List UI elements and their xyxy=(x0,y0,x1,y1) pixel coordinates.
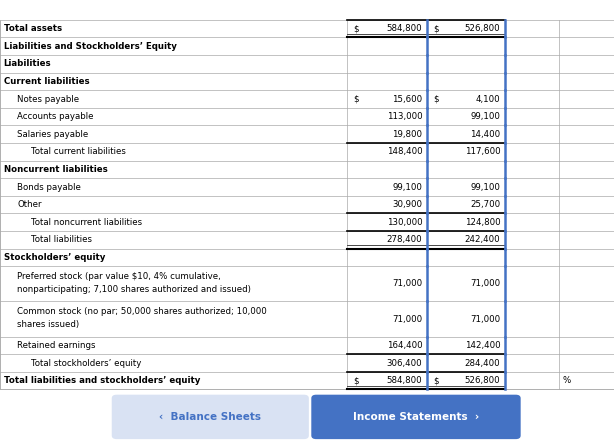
Text: 19,800: 19,800 xyxy=(392,130,422,139)
Text: 25,700: 25,700 xyxy=(470,200,500,209)
Text: Total noncurrent liabilities: Total noncurrent liabilities xyxy=(31,218,142,227)
Text: Common stock (no par; 50,000 shares authorized; 10,000: Common stock (no par; 50,000 shares auth… xyxy=(17,308,267,316)
Text: $: $ xyxy=(353,95,359,103)
Text: Current liabilities: Current liabilities xyxy=(4,77,89,86)
Text: Noncurrent liabilities: Noncurrent liabilities xyxy=(4,165,107,174)
Text: 584,800: 584,800 xyxy=(387,24,422,33)
Text: Salaries payable: Salaries payable xyxy=(17,130,88,139)
Text: 71,000: 71,000 xyxy=(470,279,500,288)
Text: Income Statements  ›: Income Statements › xyxy=(353,412,479,422)
Text: 4,100: 4,100 xyxy=(476,95,500,103)
Text: Notes payable: Notes payable xyxy=(17,95,79,103)
Text: 284,400: 284,400 xyxy=(465,359,500,367)
Text: Retained earnings: Retained earnings xyxy=(17,341,96,350)
Text: $: $ xyxy=(433,95,438,103)
Text: 278,400: 278,400 xyxy=(387,235,422,244)
Text: 584,800: 584,800 xyxy=(387,376,422,385)
Text: Liabilities and Stockholders’ Equity: Liabilities and Stockholders’ Equity xyxy=(4,42,177,51)
Text: 164,400: 164,400 xyxy=(387,341,422,350)
Text: 99,100: 99,100 xyxy=(470,112,500,121)
Text: 306,400: 306,400 xyxy=(387,359,422,367)
FancyBboxPatch shape xyxy=(112,395,309,439)
Text: 30,900: 30,900 xyxy=(392,200,422,209)
Text: 142,400: 142,400 xyxy=(465,341,500,350)
Text: 124,800: 124,800 xyxy=(465,218,500,227)
Text: 526,800: 526,800 xyxy=(465,376,500,385)
Text: Total assets: Total assets xyxy=(4,24,62,33)
Text: Total liabilities: Total liabilities xyxy=(31,235,91,244)
FancyBboxPatch shape xyxy=(311,395,521,439)
Text: Total stockholders’ equity: Total stockholders’ equity xyxy=(31,359,141,367)
Text: shares issued): shares issued) xyxy=(17,320,79,329)
Text: nonparticipating; 7,100 shares authorized and issued): nonparticipating; 7,100 shares authorize… xyxy=(17,285,251,293)
Text: 130,000: 130,000 xyxy=(387,218,422,227)
Text: $: $ xyxy=(353,376,359,385)
Text: 117,600: 117,600 xyxy=(465,147,500,156)
Text: Total current liabilities: Total current liabilities xyxy=(31,147,126,156)
Text: $: $ xyxy=(433,376,438,385)
Text: Liabilities: Liabilities xyxy=(4,59,52,68)
Text: 99,100: 99,100 xyxy=(392,183,422,191)
Text: 14,400: 14,400 xyxy=(470,130,500,139)
Text: 526,800: 526,800 xyxy=(465,24,500,33)
Text: ‹  Balance Sheets: ‹ Balance Sheets xyxy=(159,412,262,422)
Text: 71,000: 71,000 xyxy=(470,315,500,323)
Text: Stockholders’ equity: Stockholders’ equity xyxy=(4,253,105,262)
Text: Other: Other xyxy=(17,200,42,209)
Text: 71,000: 71,000 xyxy=(392,315,422,323)
Text: Preferred stock (par value $10, 4% cumulative,: Preferred stock (par value $10, 4% cumul… xyxy=(17,272,221,281)
Text: $: $ xyxy=(353,24,359,33)
Text: 148,400: 148,400 xyxy=(387,147,422,156)
Text: %: % xyxy=(562,376,570,385)
Text: $: $ xyxy=(433,24,438,33)
Text: Total liabilities and stockholders’ equity: Total liabilities and stockholders’ equi… xyxy=(4,376,200,385)
Text: 71,000: 71,000 xyxy=(392,279,422,288)
Text: 99,100: 99,100 xyxy=(470,183,500,191)
Text: 242,400: 242,400 xyxy=(465,235,500,244)
Text: 15,600: 15,600 xyxy=(392,95,422,103)
Text: Accounts payable: Accounts payable xyxy=(17,112,94,121)
Text: Bonds payable: Bonds payable xyxy=(17,183,81,191)
Text: 113,000: 113,000 xyxy=(387,112,422,121)
Bar xyxy=(0,20,614,389)
